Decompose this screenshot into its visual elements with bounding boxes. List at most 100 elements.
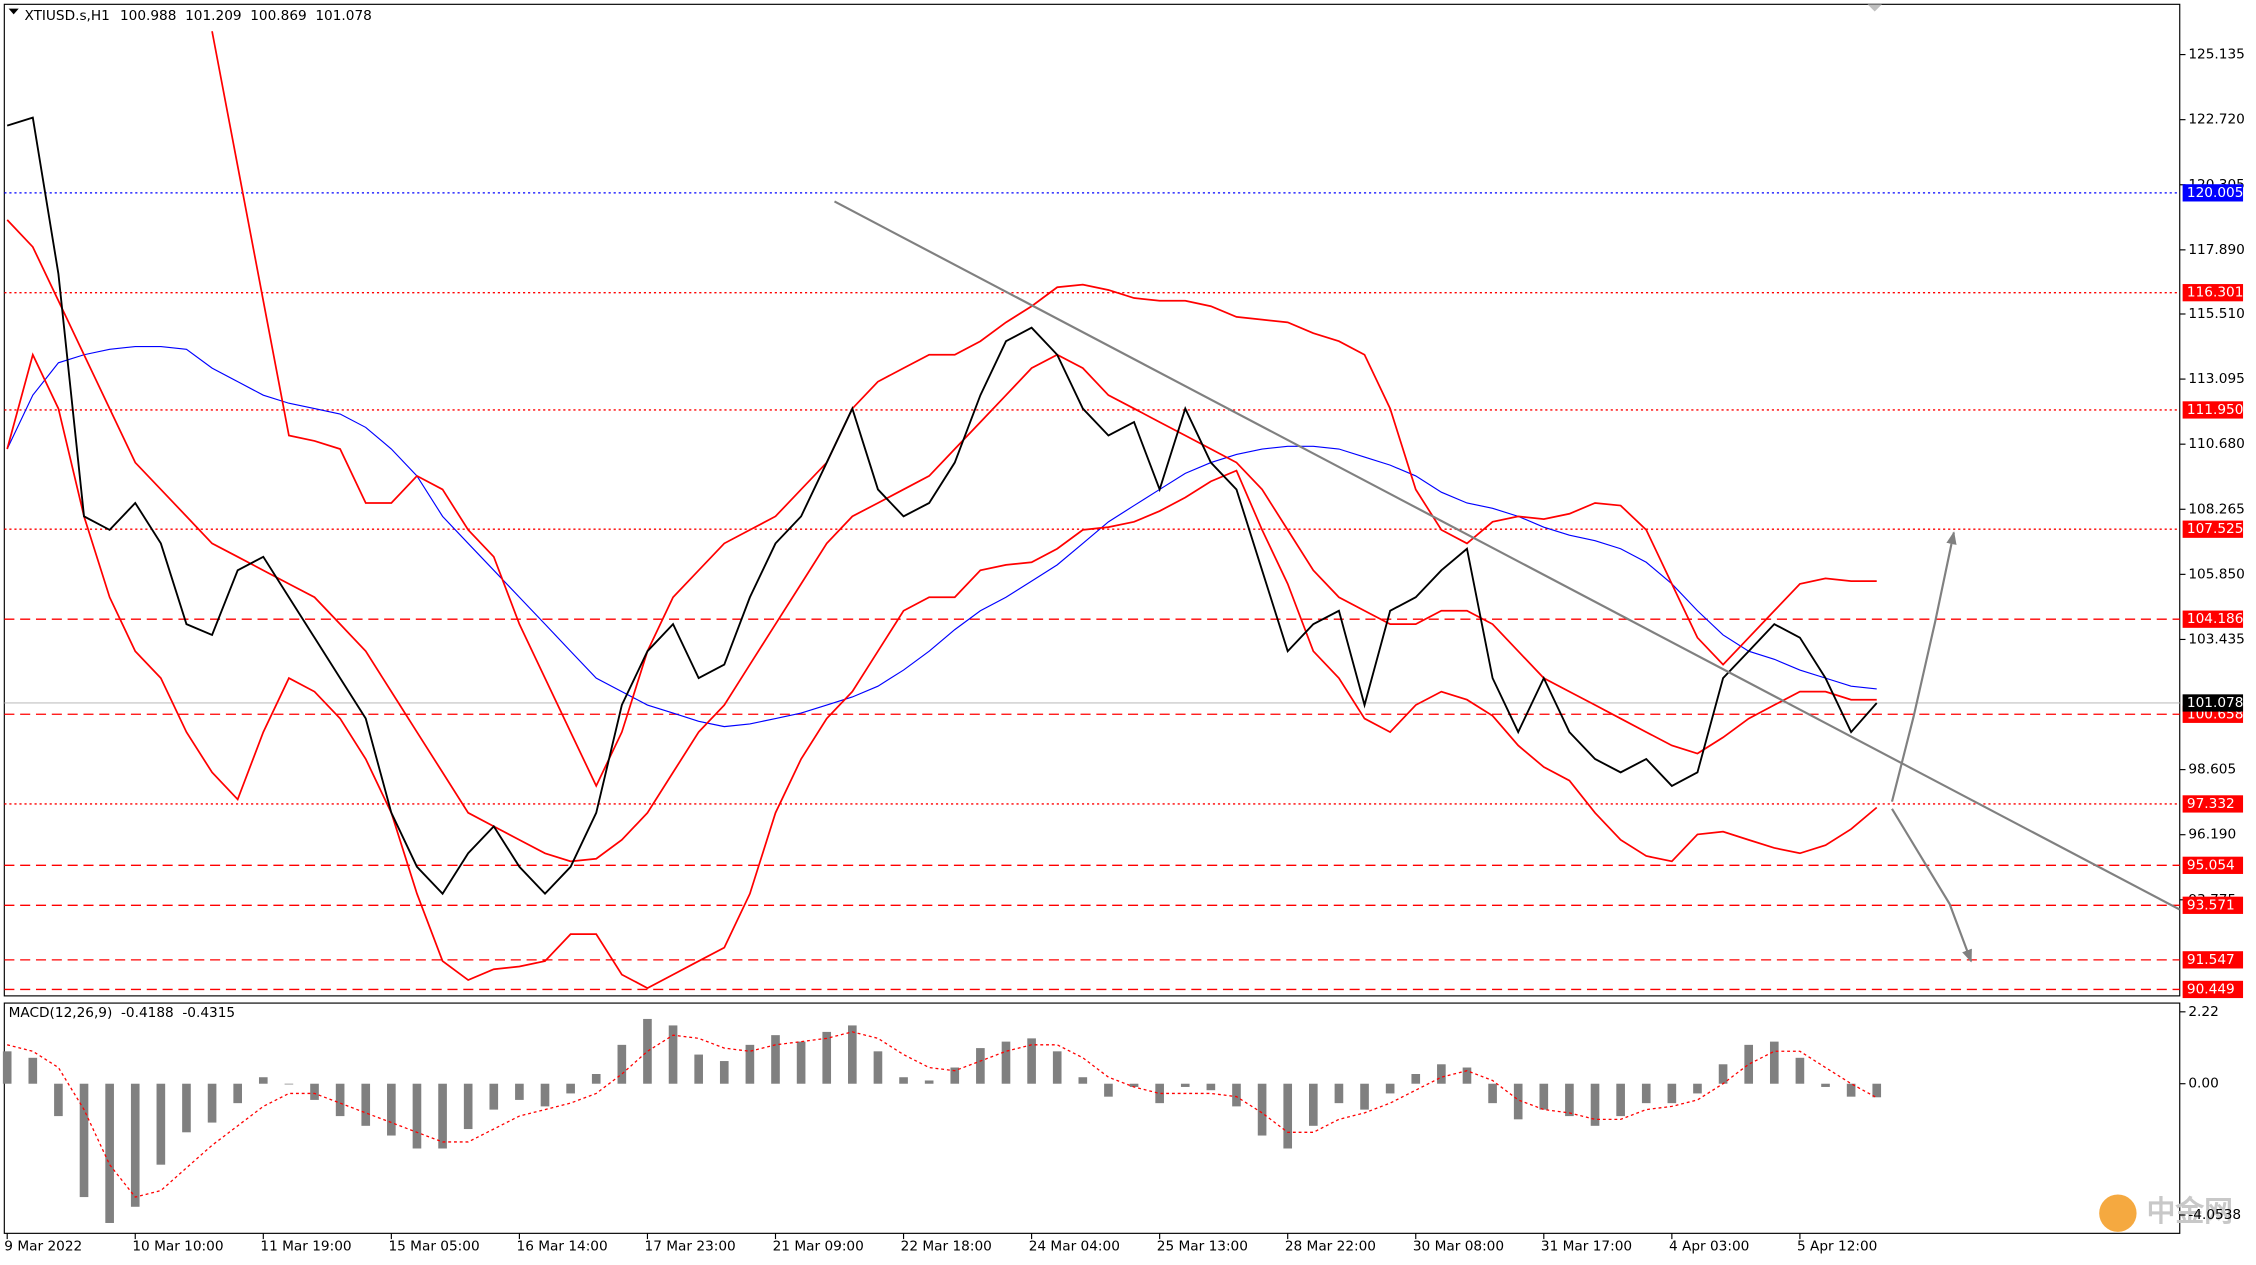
macd-bar	[1232, 1083, 1241, 1107]
level-label-bg	[2182, 401, 2244, 419]
watermark-logo	[2099, 1194, 2137, 1232]
macd-bar	[1437, 1064, 1446, 1084]
macd-bar	[1616, 1083, 1625, 1117]
y-tick-label: 122.720	[2188, 112, 2244, 128]
low: 100.869	[250, 8, 306, 24]
plot	[2, 31, 1882, 1223]
y-tick-label: 105.850	[2188, 566, 2244, 582]
macd-bar	[822, 1031, 832, 1084]
macd-bar	[745, 1044, 755, 1084]
x-tick-label: 15 Mar 05:00	[388, 1238, 479, 1254]
macd-bar	[1308, 1083, 1318, 1126]
price-line	[211, 31, 1877, 788]
y-tick-label: 117.890	[2188, 242, 2244, 258]
macd-bar	[1360, 1083, 1369, 1110]
macd-bar	[156, 1083, 166, 1165]
level-label-bg	[2182, 856, 2244, 874]
level-label: 93.571	[2187, 897, 2235, 913]
current-price-bg	[2182, 694, 2244, 712]
y-tick-label: 115.510	[2188, 306, 2244, 322]
x-tick-label: 10 Mar 10:00	[132, 1238, 223, 1254]
level-label-bg	[2182, 284, 2244, 302]
symbol: XTIUSD.s,H1	[24, 8, 109, 24]
macd-header: MACD(12,26,9) -0.4188 -0.4315	[9, 1005, 235, 1021]
y-tick-label: 103.435	[2188, 631, 2244, 647]
macd-value: -0.4188	[121, 1005, 174, 1021]
level-label-bg	[2182, 795, 2244, 813]
macd-bar	[2, 1051, 12, 1084]
signal-value: -0.4315	[182, 1005, 235, 1021]
level-label: 107.525	[2187, 521, 2243, 537]
macd-bar	[1795, 1057, 1805, 1084]
y-tick-label: 125.135	[2188, 47, 2244, 63]
x-tick-label: 11 Mar 19:00	[260, 1238, 351, 1254]
macd-bar	[796, 1041, 806, 1084]
macd-bar	[1283, 1083, 1293, 1149]
macd-bar	[1257, 1083, 1267, 1136]
macd-bar	[1641, 1083, 1651, 1104]
macd-bar	[848, 1025, 857, 1084]
macd-bar	[1462, 1067, 1472, 1084]
level-label: 95.054	[2187, 857, 2235, 873]
x-tick-label: 4 Apr 03:00	[1669, 1238, 1749, 1254]
x-tick-label: 24 Mar 04:00	[1029, 1238, 1120, 1254]
macd-bar	[79, 1083, 89, 1198]
price-panel	[3, 3, 2181, 997]
y-tick-label: 0.00	[2188, 1076, 2218, 1092]
macd-bar	[258, 1077, 268, 1084]
level-label-bg	[2182, 184, 2244, 202]
macd-bar	[438, 1083, 447, 1149]
y-tick-label: 96.190	[2188, 827, 2236, 843]
macd-title: MACD(12,26,9)	[9, 1005, 113, 1021]
level-label: 104.186	[2187, 611, 2243, 627]
y-tick-label: 110.680	[2188, 436, 2244, 452]
level-label: 97.332	[2187, 796, 2235, 812]
macd-bar	[1027, 1038, 1036, 1084]
x-tick-label: 30 Mar 08:00	[1413, 1238, 1504, 1254]
macd-bar	[1846, 1083, 1856, 1097]
x-tick-label: 9 Mar 2022	[4, 1238, 82, 1254]
macd-panel	[3, 1002, 2181, 1234]
macd-bar	[899, 1077, 908, 1084]
level-label: 90.449	[2187, 981, 2235, 997]
level-label-bg	[2182, 896, 2244, 914]
x-tick-label: 16 Mar 14:00	[517, 1238, 608, 1254]
level-label-bg	[2182, 951, 2244, 969]
macd-bar	[1180, 1083, 1190, 1087]
macd-bar	[335, 1083, 345, 1117]
level-label: 111.950	[2187, 402, 2243, 418]
macd-bar	[1206, 1083, 1216, 1091]
header: XTIUSD.s,H1 100.988 101.209 100.869 101.…	[24, 8, 371, 24]
y-tick-label: 2.22	[2188, 1004, 2218, 1020]
scroll-marker	[1867, 4, 1882, 12]
macd-bar	[105, 1083, 114, 1223]
price-line	[6, 116, 1878, 896]
macd-bar	[310, 1083, 319, 1100]
macd-bar	[1667, 1083, 1677, 1104]
macd-bar	[643, 1018, 652, 1084]
macd-bar	[515, 1083, 524, 1100]
macd-bar	[668, 1025, 678, 1084]
macd-bar	[1539, 1083, 1549, 1110]
x-tick-label: 28 Mar 22:00	[1285, 1238, 1376, 1254]
level-label-bg	[2182, 980, 2244, 999]
level-label-bg	[2182, 520, 2244, 538]
price-line	[6, 219, 1877, 863]
macd-bar	[1693, 1083, 1702, 1094]
macd-bar	[540, 1083, 550, 1107]
macd-bar	[924, 1080, 934, 1084]
x-tick-label: 22 Mar 18:00	[901, 1238, 992, 1254]
macd-bar	[1411, 1074, 1421, 1084]
macd-bar	[1872, 1083, 1882, 1098]
macd-bar	[463, 1083, 473, 1130]
macd-bar	[1385, 1083, 1395, 1094]
macd-bar	[1565, 1083, 1574, 1117]
x-tick-label: 5 Apr 12:00	[1797, 1238, 1877, 1254]
macd-bar	[387, 1083, 396, 1136]
macd-bar	[412, 1083, 422, 1149]
macd-bar	[1718, 1064, 1728, 1084]
down-arrow	[1891, 808, 1973, 963]
macd-bar	[1513, 1083, 1523, 1120]
menu-arrow	[8, 8, 19, 15]
